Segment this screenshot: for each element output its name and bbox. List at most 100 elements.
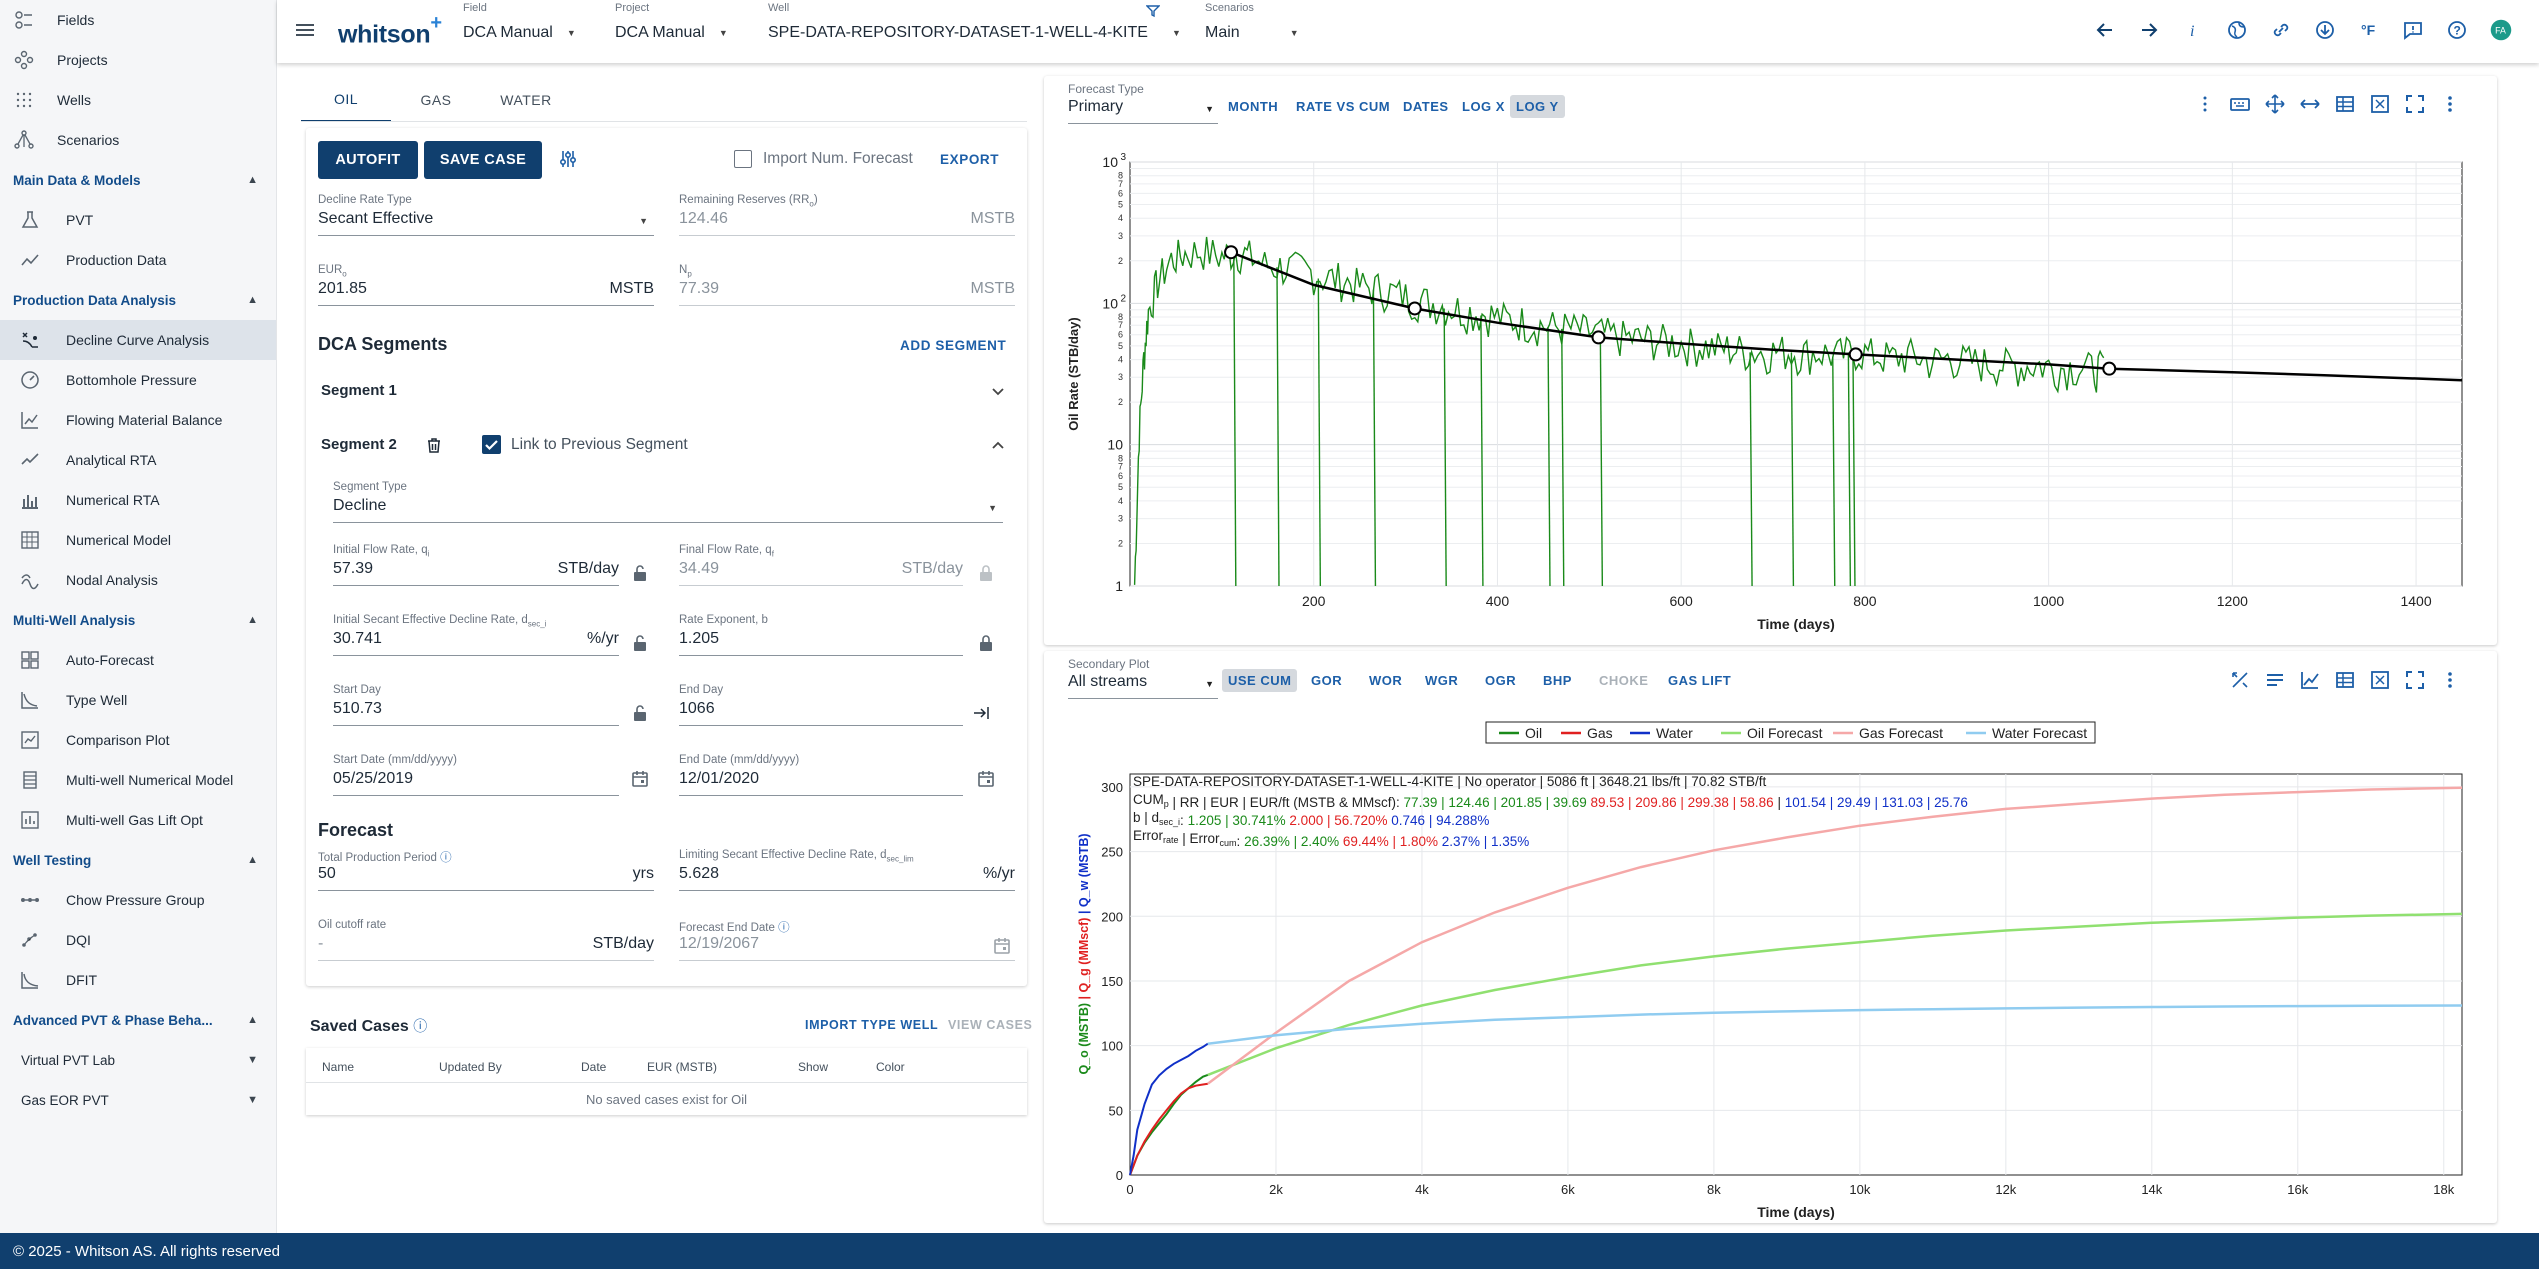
well-select[interactable]: Well SPE-DATA-REPOSITORY-DATASET-1-WELL-… <box>768 2 1181 42</box>
sidebar-section-header[interactable]: Multi-Well Analysis ▲ <box>0 600 276 640</box>
sidebar-section-header[interactable]: Advanced PVT & Phase Beha... ▲ <box>0 1000 276 1040</box>
sidebar-item-gas-eor-pvt[interactable]: Gas EOR PVT ▼ <box>0 1080 276 1120</box>
sidebar-item-wells[interactable]: Wells <box>0 80 276 120</box>
filter-icon[interactable] <box>1146 4 1160 18</box>
lock-closed-icon[interactable] <box>977 634 995 652</box>
fullscreen-icon[interactable] <box>2404 93 2426 115</box>
lock-open-icon[interactable] <box>631 634 649 652</box>
sidebar-item-dfit[interactable]: DFIT <box>0 960 276 1000</box>
import-type-well-button[interactable]: IMPORT TYPE WELL <box>805 1018 939 1032</box>
field-select[interactable]: Field DCA Manual ▼ <box>463 2 576 42</box>
lock-open-icon[interactable] <box>631 564 649 582</box>
sidebar-item-auto-forecast[interactable]: Auto-Forecast <box>0 640 276 680</box>
toggle-use-cum[interactable]: USE CUM <box>1222 669 1298 692</box>
end-date-input[interactable]: End Date (mm/dd/yyyy) 12/01/2020 <box>679 754 963 796</box>
sidebar-item-comparison-plot[interactable]: Comparison Plot <box>0 720 276 760</box>
toggle-gas-lift[interactable]: GAS LIFT <box>1668 673 1731 688</box>
sidebar-item-production-data[interactable]: Production Data <box>0 240 276 280</box>
tab-oil[interactable]: OIL <box>301 78 391 122</box>
start-date-input[interactable]: Start Date (mm/dd/yyyy) 05/25/2019 <box>333 754 619 796</box>
avatar[interactable]: FA <box>2485 15 2517 45</box>
tab-water[interactable]: WATER <box>481 78 571 122</box>
download-icon[interactable] <box>2309 15 2341 45</box>
whitson-logo[interactable]: whitson+ <box>338 12 442 49</box>
calendar-icon[interactable] <box>631 770 649 788</box>
fit-horizontal-icon[interactable] <box>2299 93 2321 115</box>
add-segment-button[interactable]: ADD SEGMENT <box>900 338 1007 353</box>
table-icon[interactable] <box>2334 93 2356 115</box>
toggle-dates[interactable]: DATES <box>1403 99 1449 114</box>
rate-exponent-input[interactable]: Rate Exponent, b 1.205 <box>679 614 963 656</box>
sidebar-item-fields[interactable]: Fields <box>0 0 276 40</box>
delete-trash-icon[interactable] <box>425 436 443 454</box>
autoscale-icon[interactable] <box>2369 93 2391 115</box>
sidebar-item-multi-well-gas-lift-opt[interactable]: Multi-well Gas Lift Opt <box>0 800 276 840</box>
total-production-period-input[interactable]: Total Production Period ⓘ 50 yrs <box>318 849 654 891</box>
legend-toggle-icon[interactable] <box>2264 669 2286 691</box>
table-icon[interactable] <box>2334 669 2356 691</box>
forecast-type-select[interactable]: Primary ▼ <box>1068 98 1218 124</box>
sidebar-section-header[interactable]: Production Data Analysis ▲ <box>0 280 276 320</box>
forward-arrow-icon[interactable] <box>2133 15 2165 45</box>
toggle-log-x[interactable]: LOG X <box>1462 99 1505 114</box>
sidebar-section-header[interactable]: Well Testing ▲ <box>0 840 276 880</box>
toggle-month[interactable]: MONTH <box>1228 99 1278 114</box>
oil-cutoff-rate-input[interactable]: Oil cutoff rate - STB/day <box>318 919 654 961</box>
sidebar-item-bottomhole-pressure[interactable]: Bottomhole Pressure <box>0 360 276 400</box>
sidebar-item-decline-curve-analysis[interactable]: Decline Curve Analysis <box>0 320 276 360</box>
line-chart-icon[interactable] <box>2299 669 2321 691</box>
tune-settings-icon[interactable] <box>559 150 577 168</box>
autoscale-icon[interactable] <box>2369 669 2391 691</box>
link-icon[interactable] <box>2265 15 2297 45</box>
toggle-gor[interactable]: GOR <box>1311 673 1342 688</box>
sidebar-item-flowing-material-balance[interactable]: Flowing Material Balance <box>0 400 276 440</box>
decline-rate-type-select[interactable]: Decline Rate Type Secant Effective ▼ <box>318 194 654 236</box>
segment-1-header[interactable]: Segment 1 <box>321 382 397 399</box>
units-fahrenheit-icon[interactable]: °F <box>2353 15 2385 45</box>
toggle-wor[interactable]: WOR <box>1369 673 1402 688</box>
sidebar-item-type-well[interactable]: Type Well <box>0 680 276 720</box>
sidebar-item-numerical-model[interactable]: Numerical Model <box>0 520 276 560</box>
sidebar-item-dqi[interactable]: DQI <box>0 920 276 960</box>
toggle-log-y[interactable]: LOG Y <box>1510 95 1565 118</box>
help-circle-icon[interactable]: ⓘ <box>413 1018 428 1034</box>
more-vertical-icon[interactable] <box>2439 669 2461 691</box>
cumulative-chart[interactable]: 0 50 100 150 200 250 300 0 2k 4k 6k 8k 10k 12k 14k 16k 1… <box>1044 651 2497 1223</box>
secondary-plot-select[interactable]: All streams ▼ <box>1068 673 1218 699</box>
toggle-ogr[interactable]: OGR <box>1485 673 1516 688</box>
hamburger-menu-icon[interactable] <box>295 20 315 40</box>
initial-decline-rate-input[interactable]: Initial Secant Effective Decline Rate, d… <box>333 614 619 656</box>
sidebar-item-projects[interactable]: Projects <box>0 40 276 80</box>
chevron-up-icon[interactable] <box>990 437 1006 453</box>
initial-flow-rate-input[interactable]: Initial Flow Rate, qi 57.39 STB/day <box>333 544 619 586</box>
import-num-forecast-checkbox[interactable] <box>734 150 752 168</box>
pan-icon[interactable] <box>2264 93 2286 115</box>
help-icon[interactable]: ? <box>2441 15 2473 45</box>
more-vertical-icon[interactable] <box>2439 93 2461 115</box>
help-circle-icon[interactable]: ⓘ <box>440 852 452 864</box>
segment-type-select[interactable]: Segment Type Decline ▼ <box>333 481 1003 523</box>
globe-icon[interactable] <box>2221 15 2253 45</box>
info-icon[interactable]: i <box>2177 15 2209 45</box>
sidebar-item-scenarios[interactable]: Scenarios <box>0 120 276 160</box>
project-select[interactable]: Project DCA Manual ▼ <box>615 2 728 42</box>
limiting-decline-rate-input[interactable]: Limiting Secant Effective Decline Rate, … <box>679 849 1015 891</box>
sidebar-item-nodal-analysis[interactable]: Nodal Analysis <box>0 560 276 600</box>
drag-handle-icon[interactable] <box>2194 93 2216 115</box>
segment-2-header[interactable]: Segment 2 <box>321 436 397 453</box>
start-day-input[interactable]: Start Day 510.73 <box>333 684 619 726</box>
link-previous-checkbox[interactable] <box>482 435 501 454</box>
end-day-input[interactable]: End Day 1066 <box>679 684 963 726</box>
sidebar-item-pvt[interactable]: PVT <box>0 200 276 240</box>
sidebar-item-chow-pressure-group[interactable]: Chow Pressure Group <box>0 880 276 920</box>
autofit-button[interactable]: AUTOFIT <box>318 141 418 179</box>
sidebar-item-numerical-rta[interactable]: Numerical RTA <box>0 480 276 520</box>
export-button[interactable]: EXPORT <box>940 152 1000 167</box>
help-circle-icon[interactable]: ⓘ <box>778 922 790 934</box>
save-case-button[interactable]: SAVE CASE <box>424 141 542 179</box>
toggle-rate-vs-cum[interactable]: RATE VS CUM <box>1296 99 1390 114</box>
sidebar-item-multi-well-numerical-model[interactable]: Multi-well Numerical Model <box>0 760 276 800</box>
toggle-wgr[interactable]: WGR <box>1425 673 1458 688</box>
sidebar-section-header[interactable]: Main Data & Models ▲ <box>0 160 276 200</box>
